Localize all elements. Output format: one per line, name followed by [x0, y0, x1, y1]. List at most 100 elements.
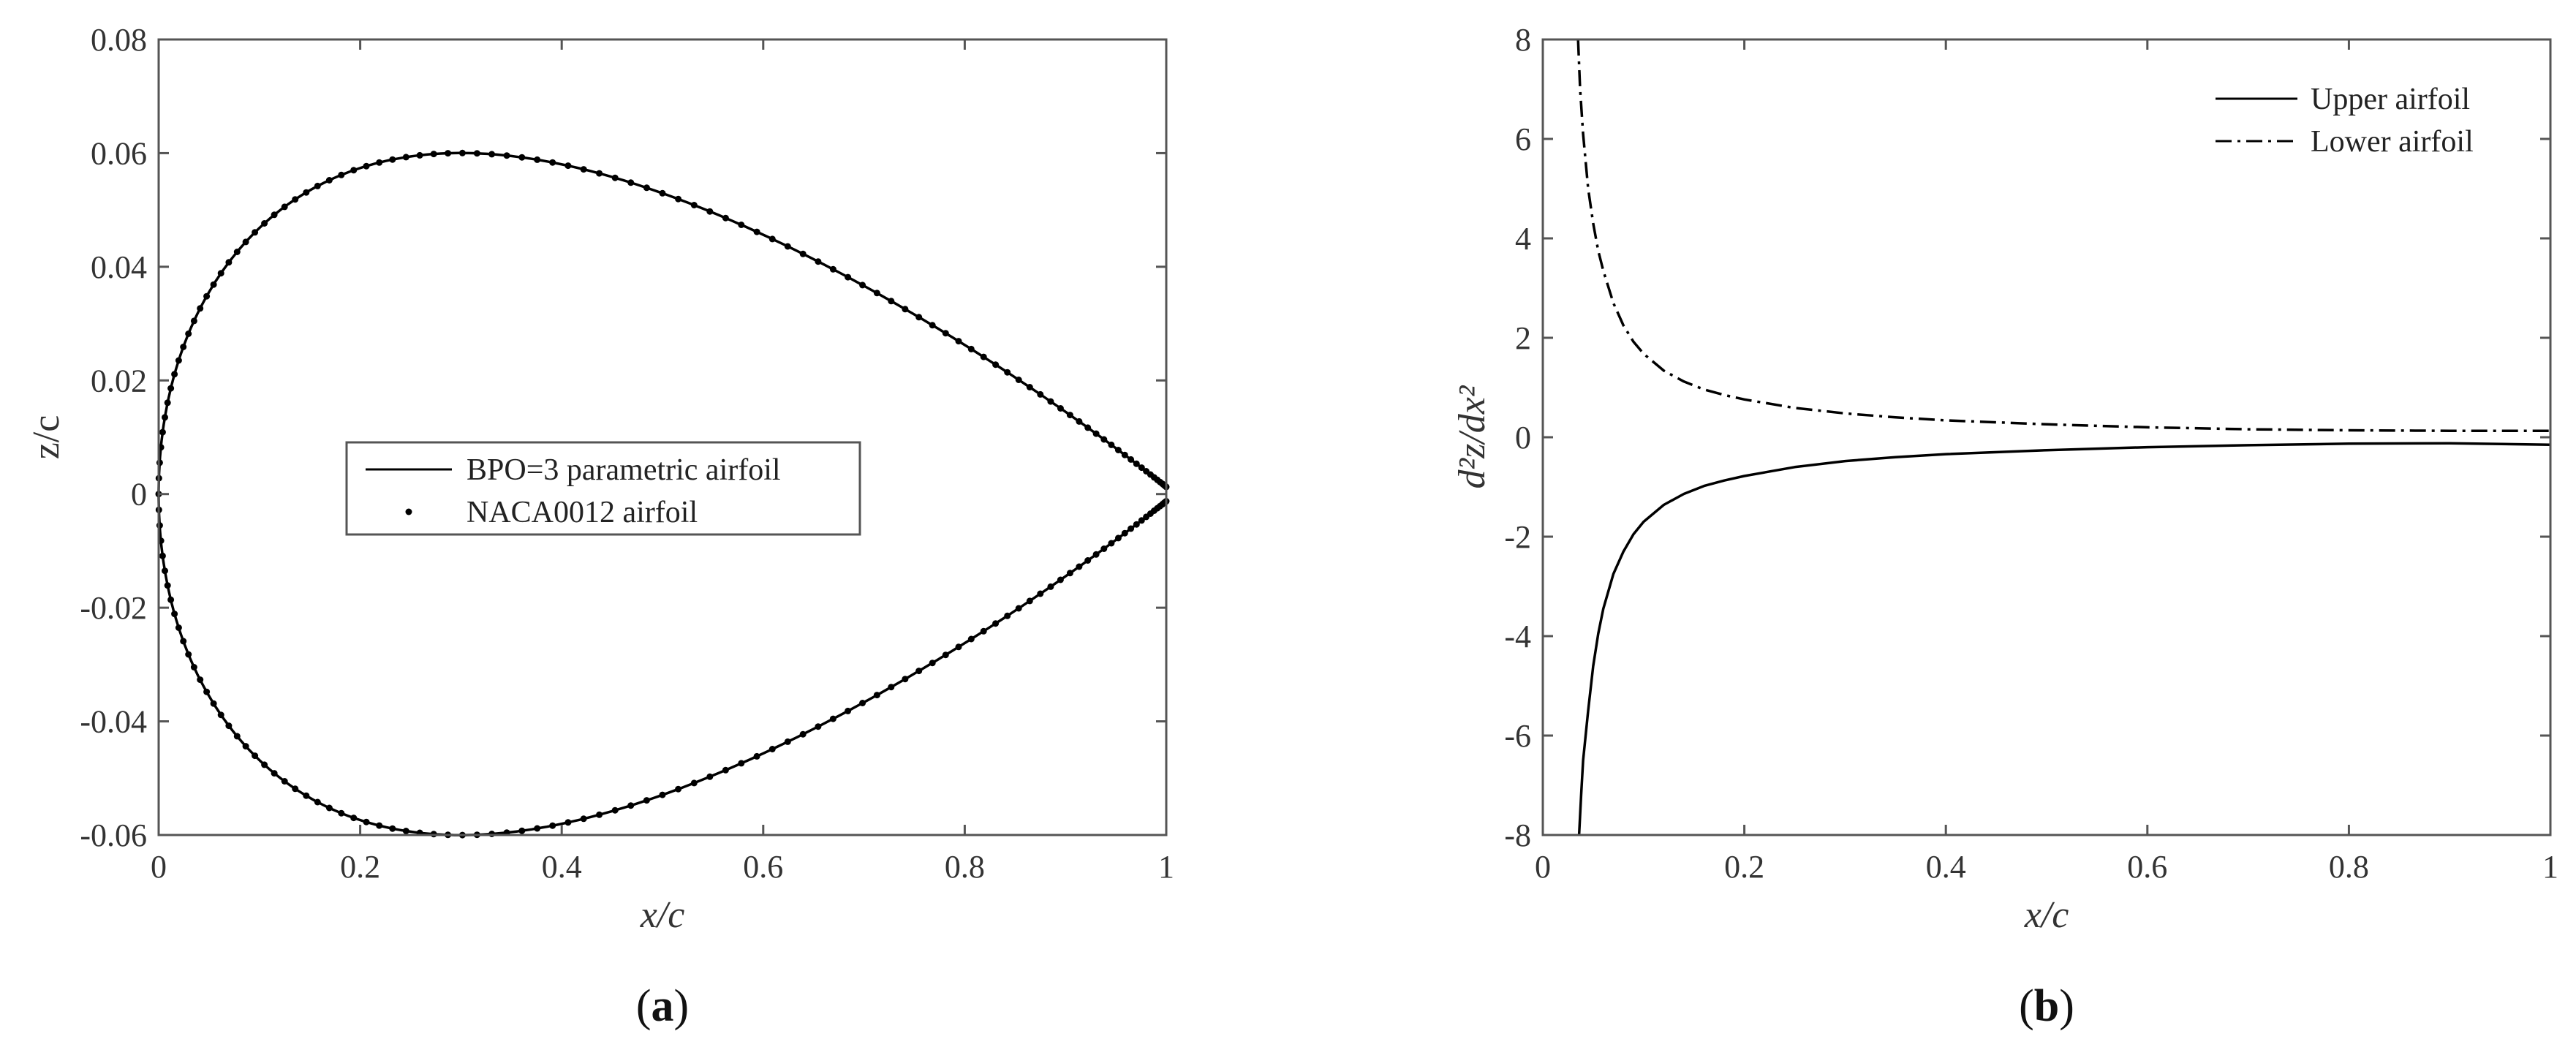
panel-b-x-tick-label: 1	[2542, 849, 2558, 885]
panel-a-point-naca-upper	[488, 151, 496, 158]
panel-b-y-axis-label: d²z/dx²	[1451, 385, 1493, 488]
panel-a-point-naca-upper	[955, 338, 962, 345]
panel-a-point-naca-lower	[659, 791, 666, 798]
panel-a-point-naca-upper	[175, 357, 182, 364]
panel-a-point-naca-lower	[314, 798, 321, 806]
panel-a-point-naca-lower	[915, 668, 923, 675]
panel-a-point-naca-upper	[1133, 460, 1140, 467]
panel-a-point-naca-upper	[1057, 405, 1064, 412]
panel-a-point-naca-lower	[753, 752, 760, 760]
panel-a-point-naca-lower	[1128, 525, 1135, 532]
panel-a-legend-label-naca: NACA0012 airfoil	[467, 496, 698, 529]
panel-a-point-naca-lower	[242, 743, 249, 750]
panel-a-point-naca-upper	[534, 156, 541, 163]
panel-a-point-naca-lower	[967, 635, 975, 643]
panel-a-point-naca-lower	[1076, 563, 1083, 570]
panel-b-y-tick-label: 6	[1515, 121, 1531, 157]
panel-b-y-tick-label: -4	[1504, 619, 1531, 654]
panel-a-point-naca-upper	[596, 170, 603, 177]
panel-b-y-tick-label: -6	[1504, 718, 1531, 754]
panel-a-point-naca-upper	[1004, 369, 1011, 376]
panel-a-y-tick-label: 0.06	[91, 135, 147, 171]
panel-a-point-naca-upper	[252, 229, 259, 236]
panel-b-x-tick-label: 0	[1535, 849, 1551, 885]
panel-a-chart: 0 0.2 0.4 0.6 0.8 1 -0.06 -0.04 -0.02 0 0.02 0.04 0.…	[26, 22, 1174, 1031]
panel-a-point-naca-lower	[799, 730, 807, 738]
panel-a-point-naca-upper	[402, 154, 409, 161]
panel-a-x-axis-label: x/c	[640, 894, 685, 936]
panel-a-point-naca-lower	[1047, 583, 1054, 590]
panel-a-y-tick-label: -0.06	[80, 817, 147, 853]
panel-b-x-tick-label: 0.4	[1926, 849, 1966, 885]
panel-a-point-naca-upper	[829, 265, 836, 273]
panel-a-x-tick-label: 0.6	[743, 849, 783, 885]
panel-a-point-naca-lower	[197, 676, 204, 684]
panel-a-x-tick-label: 0.2	[340, 849, 380, 885]
panel-a-point-naca-lower	[1026, 597, 1033, 605]
panel-a-point-naca-upper	[325, 177, 333, 184]
panel-a-point-naca-lower	[534, 825, 541, 832]
panel-a-point-naca-lower	[225, 722, 233, 730]
panel-a-point-naca-upper	[242, 238, 249, 246]
panel-b-y-tick-label: 8	[1515, 22, 1531, 58]
panel-a-point-naca-lower	[233, 733, 241, 740]
panel-a-point-naca-upper	[859, 282, 866, 289]
panel-a-point-naca-upper	[659, 189, 666, 197]
panel-a-point-naca-lower	[929, 660, 936, 667]
panel-a-point-naca-lower	[159, 552, 166, 559]
panel-a-point-naca-upper	[888, 298, 895, 305]
panel-a-x-tick-label: 0	[151, 849, 167, 885]
panel-a-point-naca-lower	[564, 819, 572, 826]
panel-a-point-naca-lower	[338, 809, 345, 817]
panel-a-point-naca-upper	[180, 344, 187, 350]
panel-a-point-naca-upper	[768, 235, 776, 243]
panel-a-point-naca-upper	[1121, 451, 1128, 458]
panel-a-point-naca-upper	[203, 292, 211, 300]
panel-a-point-naca-lower	[261, 761, 268, 768]
panel-a-legend-box	[345, 441, 861, 536]
panel-a-point-naca-lower	[1108, 540, 1115, 547]
panel-a-y-tick-label: 0	[131, 477, 147, 513]
panel-b-legend: Upper airfoil Lower airfoil	[2216, 83, 2474, 159]
panel-a-point-naca-lower	[180, 638, 187, 645]
panel-a-x-tick-label: 1	[1158, 849, 1174, 885]
panel-a-point-naca-upper	[1114, 447, 1122, 453]
panel-a-point-naca-upper	[845, 273, 852, 281]
panel-a-point-naca-lower	[611, 806, 619, 814]
panel-a-point-naca-upper	[753, 228, 760, 235]
panel-a-point-naca-upper	[738, 222, 745, 228]
panel-b-x-axis-label: x/c	[2024, 894, 2069, 936]
panel-a-point-naca-upper	[261, 220, 268, 227]
panel-b-series-line-upper	[1577, 442, 2551, 836]
panel-a-point-naca-upper	[350, 167, 358, 174]
panel-a-point-naca-upper	[980, 353, 987, 360]
panel-a-point-naca-lower	[1092, 551, 1100, 558]
panel-a-point-naca-lower	[1037, 590, 1044, 597]
panel-a-point-naca-lower	[281, 778, 288, 785]
panel-a-caption-label: (a)	[636, 981, 689, 1031]
panel-a-point-naca-lower	[190, 664, 197, 670]
panel-a-point-naca-lower	[363, 818, 370, 825]
panel-a-point-naca-upper	[1076, 418, 1083, 425]
panel-a-x-tick-label: 0.4	[542, 849, 582, 885]
panel-a-point-naca-upper	[580, 166, 587, 173]
panel-a-point-naca-upper	[1100, 436, 1108, 443]
panel-a-point-naca-lower	[738, 760, 745, 767]
panel-a-series-group	[155, 149, 1170, 839]
panel-a-point-naca-lower	[210, 700, 217, 707]
panel-a-point-naca-upper	[929, 322, 936, 329]
panel-a-point-naca-upper	[190, 317, 197, 325]
panel-a-point-naca-upper	[225, 259, 233, 266]
panel-a-y-tick-label: -0.04	[80, 704, 147, 740]
panel-a-point-naca-upper	[799, 250, 807, 257]
panel-a-point-naca-upper	[185, 330, 192, 337]
panel-a-point-naca-upper	[942, 330, 949, 337]
panel-b-x-tick-label: 0.8	[2329, 849, 2369, 885]
panel-b-y-tick-label: 2	[1515, 320, 1531, 356]
panel-a-point-naca-lower	[992, 620, 1000, 627]
panel-a-point-naca-upper	[722, 214, 729, 222]
panel-a-point-naca-lower	[1114, 534, 1122, 542]
panel-a-point-naca-lower	[815, 723, 822, 730]
panel-a-legend-label-parametric: BPO=3 parametric airfoil	[467, 453, 781, 487]
panel-a-point-naca-upper	[445, 150, 452, 157]
